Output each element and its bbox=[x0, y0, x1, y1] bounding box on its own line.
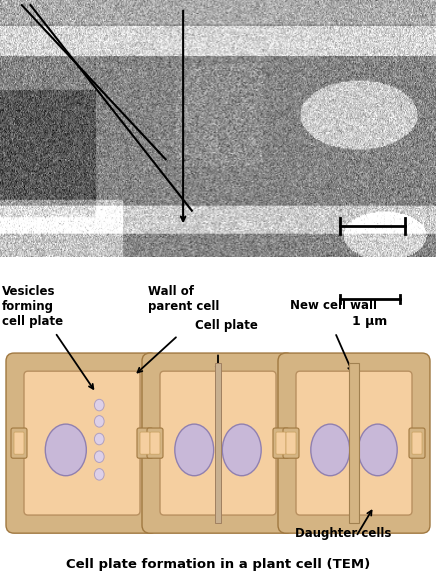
Ellipse shape bbox=[95, 399, 104, 411]
FancyBboxPatch shape bbox=[150, 432, 160, 454]
FancyBboxPatch shape bbox=[137, 428, 153, 458]
FancyBboxPatch shape bbox=[412, 432, 422, 454]
Text: Wall of
parent cell: Wall of parent cell bbox=[148, 285, 219, 313]
FancyBboxPatch shape bbox=[276, 432, 286, 454]
FancyBboxPatch shape bbox=[6, 353, 158, 533]
FancyBboxPatch shape bbox=[147, 428, 163, 458]
FancyBboxPatch shape bbox=[160, 371, 276, 515]
FancyBboxPatch shape bbox=[142, 353, 294, 533]
Ellipse shape bbox=[95, 416, 104, 427]
Text: Cell plate formation in a plant cell (TEM): Cell plate formation in a plant cell (TE… bbox=[66, 558, 370, 571]
Ellipse shape bbox=[45, 424, 86, 476]
Text: New cell wall: New cell wall bbox=[290, 299, 377, 312]
Ellipse shape bbox=[95, 451, 104, 463]
FancyBboxPatch shape bbox=[11, 428, 27, 458]
Ellipse shape bbox=[311, 424, 350, 476]
Text: Vesicles
forming
cell plate: Vesicles forming cell plate bbox=[2, 285, 63, 328]
Text: Cell plate: Cell plate bbox=[195, 319, 258, 332]
FancyBboxPatch shape bbox=[286, 432, 296, 454]
FancyBboxPatch shape bbox=[24, 371, 140, 515]
Ellipse shape bbox=[95, 433, 104, 445]
Ellipse shape bbox=[222, 424, 261, 476]
FancyBboxPatch shape bbox=[140, 432, 150, 454]
Ellipse shape bbox=[95, 468, 104, 480]
Text: 1 μm: 1 μm bbox=[352, 315, 388, 328]
Ellipse shape bbox=[175, 424, 214, 476]
Bar bbox=[349, 363, 359, 523]
Text: Daughter cells: Daughter cells bbox=[295, 527, 392, 540]
FancyBboxPatch shape bbox=[296, 371, 412, 515]
FancyBboxPatch shape bbox=[273, 428, 289, 458]
FancyBboxPatch shape bbox=[409, 428, 425, 458]
Bar bbox=[215, 363, 221, 523]
FancyBboxPatch shape bbox=[278, 353, 430, 533]
Ellipse shape bbox=[358, 424, 397, 476]
FancyBboxPatch shape bbox=[14, 432, 24, 454]
FancyBboxPatch shape bbox=[283, 428, 299, 458]
